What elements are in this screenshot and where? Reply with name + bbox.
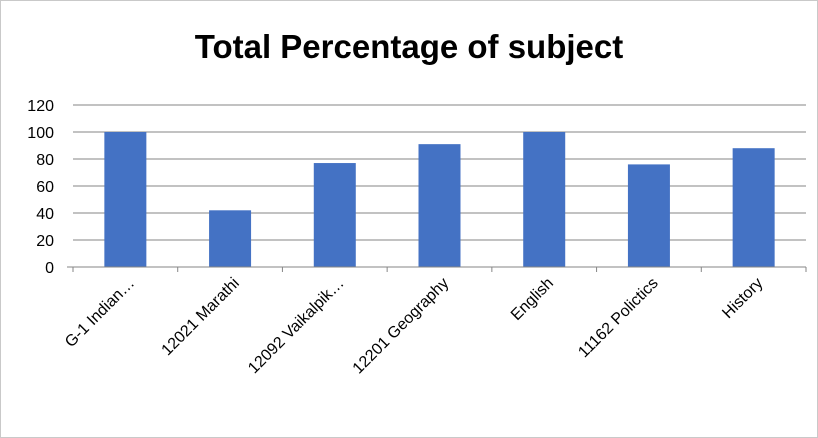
- x-tick-label: 12201 Geography: [350, 275, 453, 378]
- bar: [313, 163, 356, 267]
- bar: [627, 164, 670, 267]
- y-tick-label: 60: [36, 179, 54, 196]
- chart-title: Total Percentage of subject: [194, 28, 624, 65]
- y-tick-label: 40: [36, 206, 54, 223]
- y-tick-label: 100: [27, 125, 54, 142]
- x-axis-labels: G-1 Indian… 12021 Marathi 12092 Vaikalpik……: [62, 275, 766, 378]
- bar: [209, 210, 252, 267]
- x-tick-label: 12092 Vaikalpik…: [245, 275, 347, 377]
- y-tick-label: 80: [36, 152, 54, 169]
- bar: [104, 132, 147, 267]
- y-tick-label: 0: [45, 260, 54, 277]
- x-axis: [67, 266, 807, 272]
- x-tick-label: 11162 Polictics: [575, 275, 661, 361]
- bar: [418, 144, 461, 267]
- bars: [104, 132, 775, 267]
- bar: [732, 148, 775, 267]
- x-tick-label: History: [719, 275, 766, 322]
- bar: [523, 132, 566, 267]
- y-tick-label: 120: [27, 98, 54, 115]
- x-tick-label: English: [508, 275, 557, 324]
- x-tick-label: 12021 Marathi: [159, 275, 243, 359]
- x-tick-label: G-1 Indian…: [62, 275, 138, 351]
- y-tick-label: 20: [36, 233, 54, 250]
- y-axis-ticks: 0 20 40 60 80 100 120: [27, 98, 54, 277]
